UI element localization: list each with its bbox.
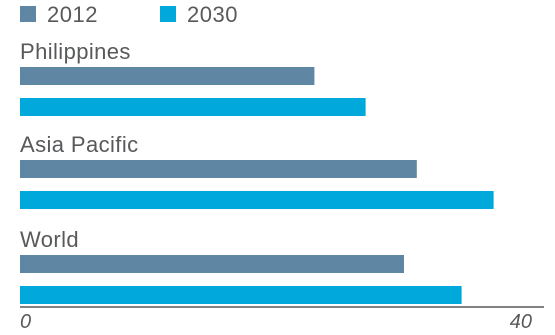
bar-asia-pacific-2012 xyxy=(20,160,417,178)
legend-swatch-2030 xyxy=(160,6,176,22)
category-label-world: World xyxy=(20,227,79,252)
category-label-asia-pacific: Asia Pacific xyxy=(20,132,139,157)
bar-asia-pacific-2030 xyxy=(20,191,494,209)
x-tick-label-40: 40 xyxy=(510,311,532,333)
legend-label-2012: 2012 xyxy=(47,2,98,27)
bar-world-2030 xyxy=(20,286,462,304)
legend-label-2030: 2030 xyxy=(187,2,238,27)
x-axis-ticks: 0 40 xyxy=(20,311,532,333)
bar-world-2012 xyxy=(20,255,404,273)
bar-philippines-2030 xyxy=(20,98,366,116)
legend: 2012 2030 xyxy=(20,2,238,27)
bar-philippines-2012 xyxy=(20,67,315,85)
x-tick-label-0: 0 xyxy=(20,311,31,333)
bars: Philippines Asia Pacific World xyxy=(20,39,494,304)
legend-swatch-2012 xyxy=(20,6,36,22)
category-label-philippines: Philippines xyxy=(20,39,131,64)
